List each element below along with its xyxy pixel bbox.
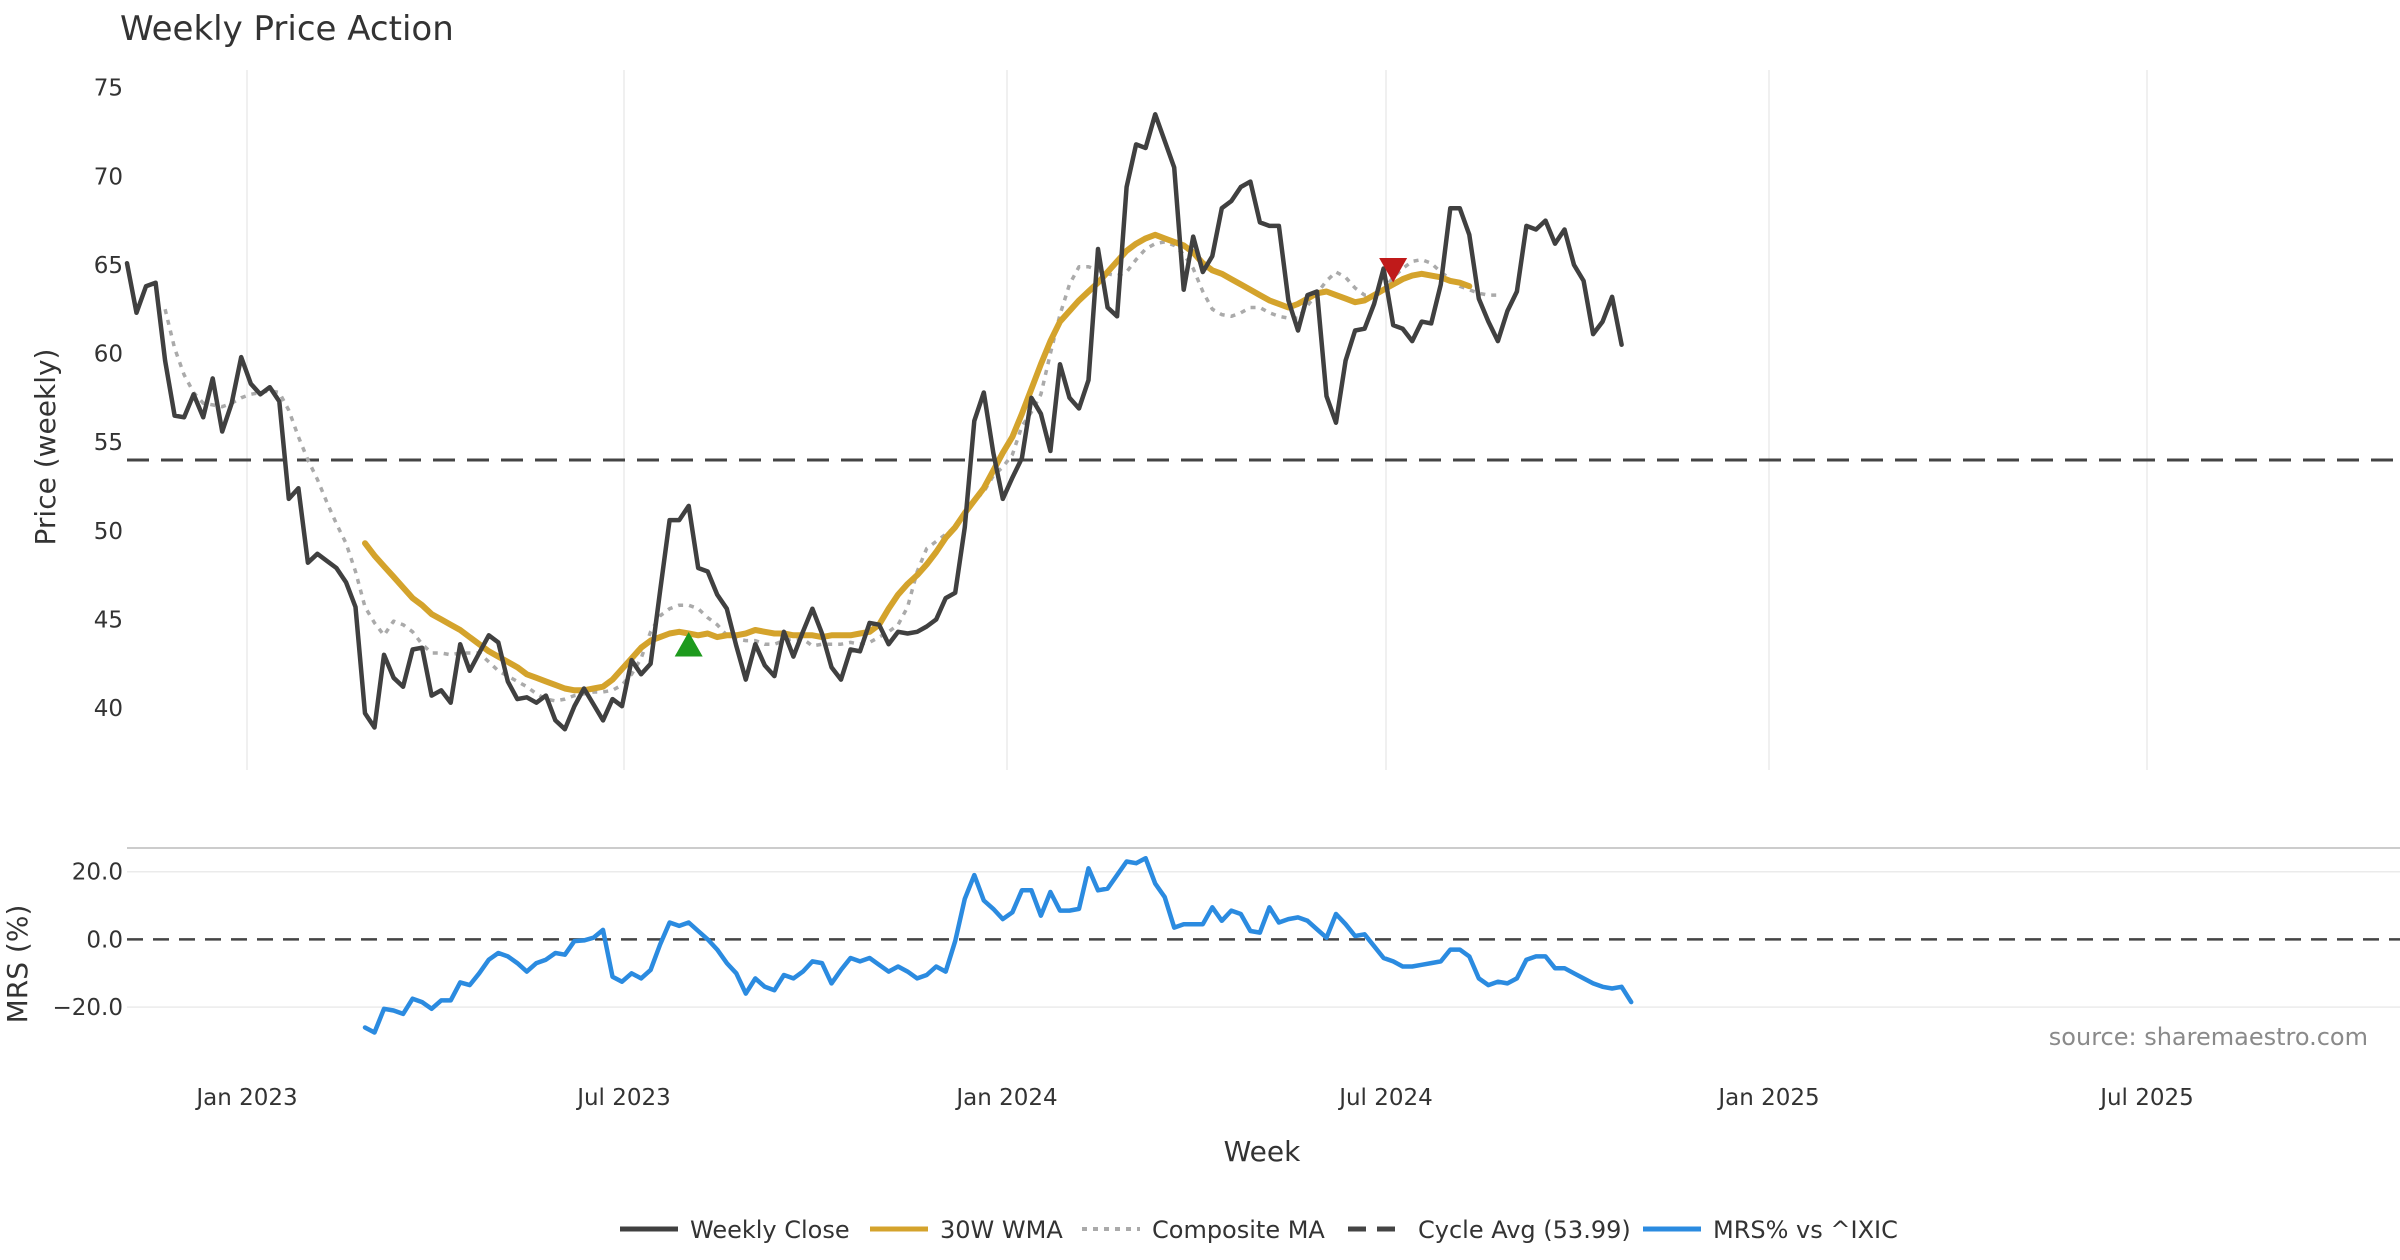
price-series-layer bbox=[124, 112, 1624, 732]
price-ytick-label: 60 bbox=[94, 342, 123, 368]
composite-ma-line bbox=[163, 240, 1498, 703]
mrs-axis-label: MRS (%) bbox=[1, 905, 34, 1024]
x-tick-label: Jul 2023 bbox=[575, 1085, 671, 1111]
x-tick-label: Jan 2023 bbox=[194, 1085, 297, 1111]
x-ticks: Jan 2023 Jul 2023 Jan 2024 Jul 2024 Jan 2025… bbox=[194, 1085, 2193, 1111]
legend-label: Cycle Avg (53.99) bbox=[1418, 1216, 1631, 1244]
x-tick-label: Jan 2025 bbox=[1716, 1085, 1819, 1111]
mrs-line bbox=[362, 855, 1634, 1035]
mrs-ytick-label: −20.0 bbox=[53, 995, 123, 1021]
legend-label: 30W WMA bbox=[940, 1216, 1063, 1244]
x-tick-label: Jul 2025 bbox=[2098, 1085, 2194, 1111]
price-ytick-label: 65 bbox=[94, 253, 123, 279]
x-tick-label: Jan 2024 bbox=[954, 1085, 1057, 1111]
30w-wma-line bbox=[362, 231, 1473, 694]
price-ytick-label: 45 bbox=[94, 607, 123, 633]
source-note: source: sharemaestro.com bbox=[2049, 1023, 2368, 1051]
legend-label: MRS% vs ^IXIC bbox=[1713, 1216, 1898, 1244]
signal-markers bbox=[674, 257, 1408, 657]
weekly-close-line bbox=[124, 112, 1624, 732]
mrs-gridlines bbox=[127, 847, 2400, 1008]
legend-label: Composite MA bbox=[1152, 1216, 1325, 1244]
mrs-series-layer bbox=[362, 855, 1634, 1035]
price-ytick-label: 55 bbox=[94, 430, 123, 456]
price-axis-label: Price (weekly) bbox=[29, 349, 62, 546]
price-ytick-label: 70 bbox=[94, 164, 123, 190]
price-gridlines bbox=[246, 70, 2148, 770]
mrs-ytick-label: 0.0 bbox=[86, 927, 123, 953]
legend: Weekly Close 30W WMA Composite MA Cycle Avg… bbox=[620, 1216, 1898, 1244]
price-ytick-label: 75 bbox=[94, 76, 123, 102]
x-tick-label: Jul 2024 bbox=[1337, 1085, 1433, 1111]
price-y-ticks: 40 45 50 55 60 65 70 75 bbox=[94, 76, 123, 722]
mrs-ytick-label: 20.0 bbox=[72, 860, 123, 886]
sell-signal-marker bbox=[1379, 257, 1408, 283]
buy-signal-marker bbox=[674, 631, 703, 657]
price-ytick-label: 40 bbox=[94, 696, 123, 722]
chart-title: Weekly Price Action bbox=[120, 9, 454, 49]
legend-label: Weekly Close bbox=[690, 1216, 850, 1244]
price-ytick-label: 50 bbox=[94, 519, 123, 545]
x-axis-label: Week bbox=[1224, 1135, 1301, 1168]
mrs-y-ticks: 20.0 0.0 −20.0 bbox=[53, 860, 123, 1021]
